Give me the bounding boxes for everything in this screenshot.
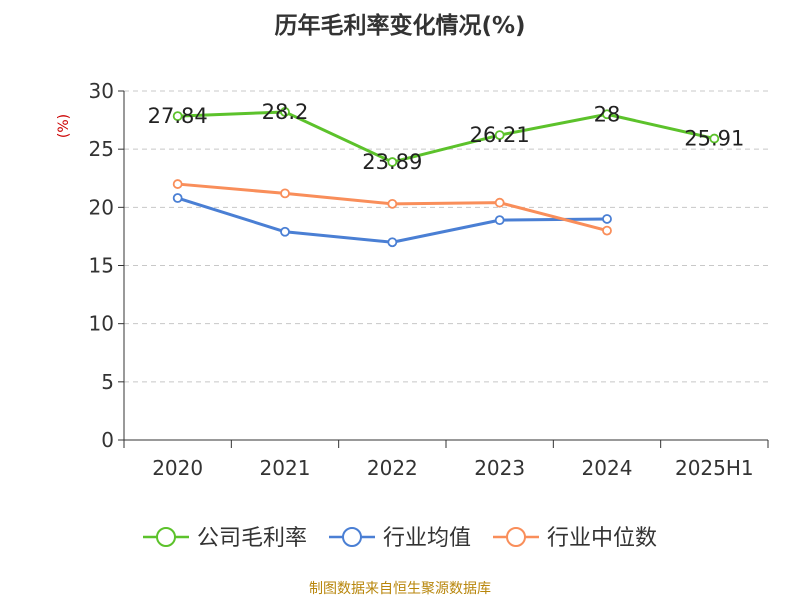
y-tick-label: 15 xyxy=(89,254,114,278)
data-point[interactable] xyxy=(602,214,612,224)
data-point[interactable] xyxy=(280,188,290,199)
data-point[interactable] xyxy=(172,193,183,203)
data-point[interactable] xyxy=(280,226,290,237)
data-label: 27.84 xyxy=(148,104,208,128)
x-tick-label: 2020 xyxy=(152,456,203,480)
data-point[interactable] xyxy=(387,237,398,248)
data-label: 28 xyxy=(594,102,621,126)
chart-title: 历年毛利率变化情况(%) xyxy=(274,13,526,39)
legend-label[interactable]: 行业中位数 xyxy=(547,526,657,551)
data-point[interactable] xyxy=(172,111,183,122)
data-label: 28.2 xyxy=(262,100,309,124)
data-point[interactable] xyxy=(280,107,290,117)
legend-marker[interactable] xyxy=(506,527,526,547)
y-axis-label: (%) xyxy=(56,114,72,138)
data-point[interactable] xyxy=(172,179,183,189)
x-tick-label: 2025H1 xyxy=(675,456,754,480)
data-label: 25.91 xyxy=(684,127,744,151)
y-tick-label: 20 xyxy=(89,195,114,219)
y-tick-label: 0 xyxy=(101,428,114,452)
source-note: 制图数据来自恒生聚源数据库 xyxy=(309,581,491,597)
data-point[interactable] xyxy=(709,133,720,144)
y-tick-label: 30 xyxy=(89,79,114,103)
data-point[interactable] xyxy=(602,109,612,120)
y-tick-label: 10 xyxy=(89,312,114,336)
data-point[interactable] xyxy=(387,157,398,167)
x-tick-label: 2022 xyxy=(367,456,418,480)
x-tick-label: 2021 xyxy=(260,456,311,480)
x-tick-label: 2023 xyxy=(474,456,525,480)
x-tick-label: 2024 xyxy=(582,456,633,480)
data-point[interactable] xyxy=(494,197,505,208)
y-tick-label: 5 xyxy=(101,370,114,394)
data-point[interactable] xyxy=(494,130,505,140)
series-line xyxy=(177,110,715,164)
data-point[interactable] xyxy=(494,215,505,226)
legend-label[interactable]: 行业均值 xyxy=(383,526,471,551)
data-label: 23.89 xyxy=(362,150,422,174)
legend-label[interactable]: 公司毛利率 xyxy=(197,526,307,551)
y-tick-label: 25 xyxy=(89,137,114,161)
data-point[interactable] xyxy=(387,198,398,209)
data-point[interactable] xyxy=(602,225,612,236)
legend-marker[interactable] xyxy=(156,527,176,547)
legend-marker[interactable] xyxy=(342,527,362,547)
data-label: 26.21 xyxy=(470,123,530,147)
